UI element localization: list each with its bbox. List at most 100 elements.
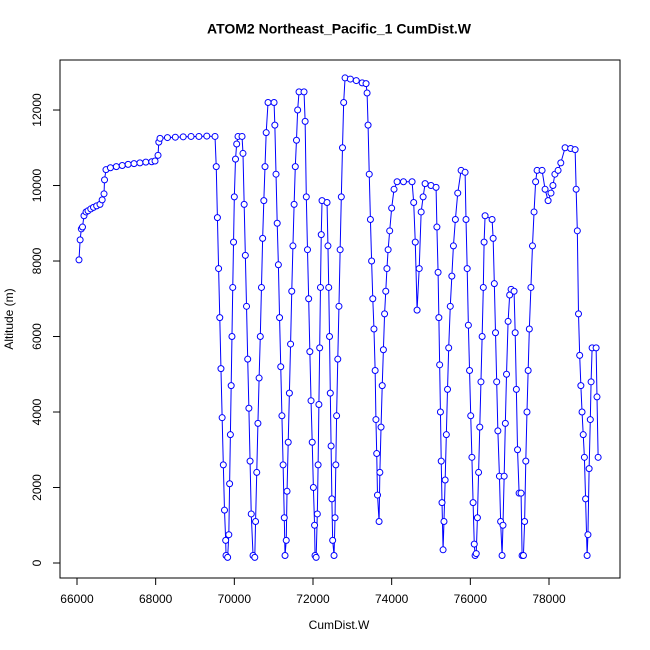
data-point bbox=[219, 461, 227, 469]
data-point bbox=[217, 365, 225, 373]
data-point bbox=[514, 446, 522, 454]
data-point bbox=[446, 302, 454, 310]
data-point bbox=[549, 182, 557, 190]
data-point bbox=[498, 551, 506, 559]
data-point bbox=[441, 476, 449, 484]
data-point bbox=[434, 268, 442, 276]
data-point bbox=[468, 453, 476, 461]
data-point bbox=[365, 170, 373, 178]
data-point bbox=[78, 223, 86, 231]
data-point bbox=[410, 199, 418, 207]
data-point bbox=[316, 283, 324, 291]
data-point bbox=[415, 265, 423, 273]
data-point bbox=[179, 133, 187, 141]
data-point bbox=[338, 144, 346, 152]
data-point bbox=[381, 310, 389, 318]
data-point bbox=[436, 408, 444, 416]
data-point bbox=[561, 144, 569, 152]
data-point bbox=[500, 472, 508, 480]
data-point bbox=[239, 149, 247, 157]
data-point bbox=[585, 465, 593, 473]
data-point bbox=[575, 310, 583, 318]
data-point bbox=[419, 193, 427, 201]
data-point bbox=[490, 280, 498, 288]
data-point bbox=[224, 553, 232, 561]
y-tick-label: 2000 bbox=[30, 474, 44, 501]
data-point bbox=[499, 521, 507, 529]
y-tick-label: 10000 bbox=[30, 169, 44, 203]
data-point bbox=[592, 344, 600, 352]
data-point bbox=[230, 238, 238, 246]
data-point bbox=[376, 468, 384, 476]
data-point bbox=[303, 246, 311, 254]
data-point bbox=[371, 366, 379, 374]
data-point bbox=[301, 117, 309, 125]
data-point bbox=[289, 242, 297, 250]
data-point bbox=[284, 438, 292, 446]
data-point bbox=[220, 506, 228, 514]
data-point bbox=[241, 251, 249, 259]
data-point bbox=[364, 121, 372, 129]
data-point bbox=[287, 340, 295, 348]
data-point bbox=[240, 200, 248, 208]
data-point bbox=[464, 321, 472, 329]
data-point bbox=[352, 77, 360, 85]
data-point bbox=[300, 88, 308, 96]
data-point bbox=[368, 257, 376, 265]
data-point bbox=[541, 185, 549, 193]
data-point bbox=[330, 551, 338, 559]
x-tick-label: 78000 bbox=[532, 592, 566, 606]
data-point bbox=[582, 495, 590, 503]
data-point bbox=[336, 246, 344, 254]
data-point bbox=[312, 553, 320, 561]
data-point bbox=[530, 208, 538, 216]
data-point bbox=[328, 495, 336, 503]
data-point bbox=[259, 234, 267, 242]
data-point bbox=[238, 132, 246, 140]
data-point bbox=[594, 453, 602, 461]
data-point bbox=[384, 246, 392, 254]
data-point bbox=[279, 461, 287, 469]
data-point bbox=[251, 553, 259, 561]
data-point bbox=[370, 325, 378, 333]
data-point bbox=[583, 551, 591, 559]
data-point bbox=[333, 412, 341, 420]
data-point bbox=[346, 75, 354, 83]
data-point bbox=[332, 461, 340, 469]
data-point bbox=[306, 348, 314, 356]
data-point bbox=[282, 536, 290, 544]
data-point bbox=[337, 193, 345, 201]
data-point bbox=[438, 499, 446, 507]
data-point bbox=[278, 412, 286, 420]
data-point bbox=[532, 178, 540, 186]
data-point bbox=[136, 159, 144, 167]
chart-title: ATOM2 Northeast_Pacific_1 CumDist.W bbox=[207, 21, 472, 37]
data-point bbox=[573, 227, 581, 235]
data-point bbox=[512, 385, 520, 393]
data-point bbox=[309, 484, 317, 492]
data-point bbox=[325, 283, 333, 291]
data-point bbox=[243, 302, 251, 310]
data-point bbox=[281, 551, 289, 559]
data-point bbox=[154, 151, 162, 159]
plot-frame bbox=[59, 59, 621, 579]
data-point bbox=[244, 355, 252, 363]
data-point bbox=[288, 287, 296, 295]
x-tick-label: 74000 bbox=[375, 592, 409, 606]
data-point bbox=[369, 295, 377, 303]
data-point bbox=[488, 215, 496, 223]
data-point bbox=[213, 214, 221, 222]
data-point bbox=[101, 176, 109, 184]
data-point bbox=[572, 185, 580, 193]
data-point bbox=[283, 487, 291, 495]
data-point bbox=[215, 265, 223, 273]
y-tick-label: 12000 bbox=[30, 93, 44, 127]
data-point bbox=[547, 189, 555, 197]
data-point bbox=[335, 302, 343, 310]
x-axis-label: CumDist.W bbox=[309, 618, 370, 632]
data-point bbox=[510, 287, 518, 295]
data-point bbox=[538, 166, 546, 174]
data-point bbox=[218, 414, 226, 422]
data-point bbox=[436, 361, 444, 369]
